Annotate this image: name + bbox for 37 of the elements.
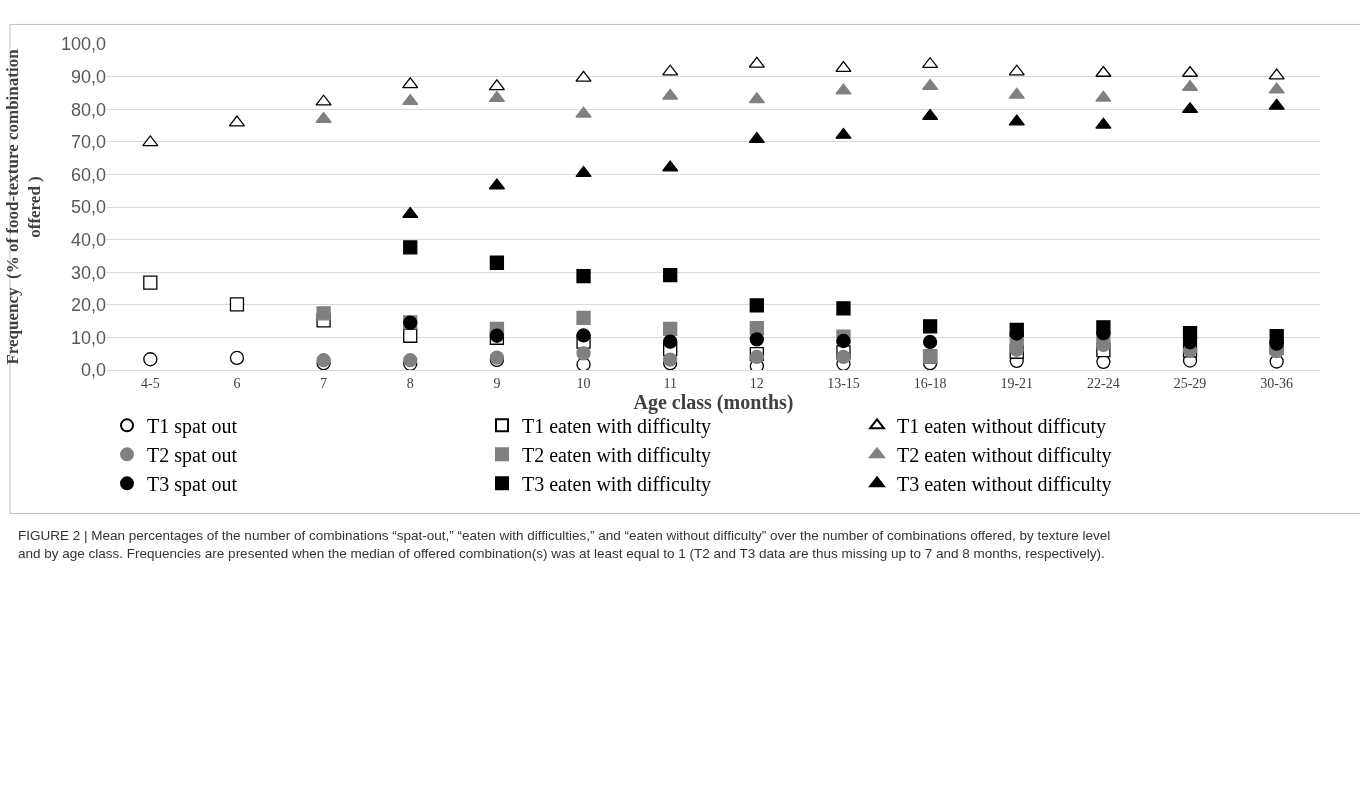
y-tick-label: 10,0	[70, 327, 106, 348]
y-tick-label: 80,0	[70, 99, 106, 120]
y-tick-label: 0,0	[80, 360, 106, 381]
legend-label: T1 eaten without difficuty	[897, 415, 1107, 439]
y-tick-label: 60,0	[70, 164, 106, 185]
x-tick-label: 12	[749, 375, 764, 391]
x-tick-label: 10	[576, 375, 591, 391]
x-tick-label: 7	[320, 375, 328, 391]
x-tick-label: 11	[663, 375, 677, 391]
x-tick-label: 16-18	[913, 375, 947, 391]
x-tick-label: 19-21	[1000, 375, 1034, 391]
legend-label: T1 spat out	[147, 415, 238, 439]
y-tick-label: 90,0	[70, 66, 106, 87]
legend-label: T3 eaten with difficulty	[522, 473, 712, 497]
legend-label: T2 eaten with difficulty	[522, 444, 712, 468]
x-tick-label: 4-5	[140, 375, 160, 391]
y-tick-label: 40,0	[70, 229, 106, 250]
x-tick-label: 13-15	[827, 375, 860, 391]
x-tick-label: 6	[233, 375, 241, 391]
legend-label: T3 eaten without difficulty	[897, 473, 1112, 497]
y-tick-label: 50,0	[70, 197, 106, 218]
legend-label: T1 eaten with difficulty	[522, 415, 712, 439]
x-tick-label: 30-36	[1260, 375, 1294, 391]
y-tick-label: 20,0	[70, 295, 106, 316]
x-tick-label: 25-29	[1173, 375, 1207, 391]
y-tick-label: 30,0	[70, 262, 106, 283]
y-axis-title: Frequency (% of food-texture combination offered )	[3, 48, 45, 365]
legend-label: T3 spat out	[147, 473, 238, 497]
x-tick-label: 22-24	[1087, 375, 1120, 391]
caption: FIGURE 2 | Mean percentages of the number of combinations “spat-out,” “eaten with difficulties,” and “eaten without difficulty” over the number of combinations offered, by texture level and by age class. Frequencies are presented when the median of offered combination(s) was at least equal to 1 (T2 and T3 data are thus missing up to 7 and 8 months, respectively).	[18, 528, 1111, 561]
y-tick-label: 70,0	[70, 132, 106, 153]
legend-label: T2 eaten without difficulty	[897, 444, 1112, 468]
x-tick-label: 9	[493, 375, 501, 391]
y-tick-label: 100,0	[60, 34, 106, 55]
x-axis-title: Age class (months)	[633, 390, 794, 414]
legend-label: T2 spat out	[147, 444, 238, 468]
x-tick-label: 8	[406, 375, 414, 391]
